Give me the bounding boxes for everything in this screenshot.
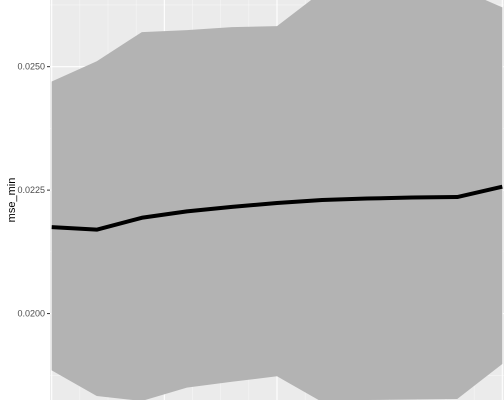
y-tick-label: 0.0225 xyxy=(17,185,45,195)
y-tick-label: 0.0250 xyxy=(17,62,45,72)
y-tick-label: 0.0200 xyxy=(17,309,45,319)
y-axis-title: mse_min xyxy=(6,178,18,223)
y-axis: 0.0200 0.0225 0.0250 xyxy=(17,62,50,319)
confidence-ribbon xyxy=(51,0,503,400)
series-line xyxy=(51,184,503,232)
